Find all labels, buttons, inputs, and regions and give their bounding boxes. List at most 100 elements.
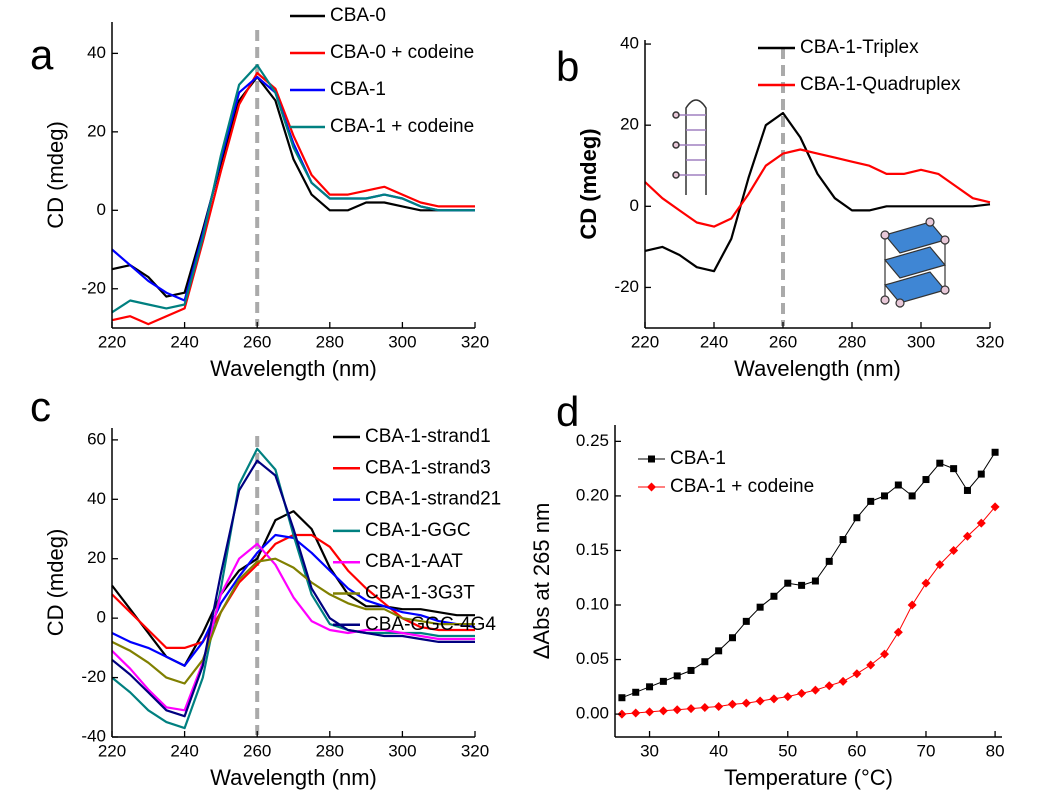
legend-label: CBA-1 + codeine (330, 116, 474, 137)
point (949, 545, 959, 555)
point (838, 676, 848, 686)
x-axis-title: Wavelength (nm) (734, 356, 901, 381)
series-line (111, 557, 475, 685)
y-tick-label: 40 (87, 43, 106, 62)
series-line (644, 148, 991, 228)
point (976, 518, 986, 528)
legend-label: CBA-0 (330, 5, 386, 26)
point (742, 617, 750, 625)
x-tick-label: 80 (986, 741, 1005, 760)
y-axis-title: CD (mdeg) (43, 529, 68, 637)
panel-letter: b (556, 43, 579, 90)
point (852, 669, 862, 679)
y-axis-title: CD (mdeg) (576, 128, 601, 239)
series-line (111, 447, 475, 730)
x-tick-label: 70 (917, 741, 936, 760)
y-tick-label: -20 (81, 278, 106, 297)
point (728, 634, 736, 642)
point (632, 688, 640, 696)
legend-label: CBA-1-strand3 (365, 457, 491, 478)
y-tick-label: 20 (620, 115, 639, 134)
x-tick-label: 260 (243, 741, 271, 760)
point (714, 701, 724, 711)
x-tick-label: 60 (847, 741, 866, 760)
point (701, 658, 709, 666)
point (672, 705, 682, 715)
point (824, 681, 834, 691)
point (921, 578, 931, 588)
y-tick-label: 0 (97, 608, 106, 627)
x-tick-label: 280 (316, 741, 344, 760)
series-line (621, 506, 996, 715)
point (880, 649, 890, 659)
point (935, 560, 945, 570)
legend-label: CBA-1-strand1 (365, 426, 491, 447)
y-tick-label: 0 (630, 196, 639, 215)
point (645, 707, 655, 717)
x-tick-label: 300 (907, 332, 935, 351)
point (853, 514, 861, 522)
point (867, 497, 875, 505)
legend-label: CBA-1 (330, 79, 386, 100)
point (881, 492, 889, 500)
point (686, 704, 696, 714)
y-tick-label: 40 (620, 34, 639, 53)
y-axis-title: ΔAbs at 265 nm (529, 503, 554, 660)
y-tick-label: 20 (87, 121, 106, 140)
legend-label: CBA-1 (670, 448, 726, 469)
x-tick-label: 40 (709, 741, 728, 760)
point (798, 581, 806, 589)
point (977, 470, 985, 478)
point (866, 660, 876, 670)
point (741, 698, 751, 708)
legend-label: CBA-1-GGC (365, 520, 471, 541)
y-tick-label: 20 (87, 548, 106, 567)
point (797, 688, 807, 698)
x-tick-label: 300 (388, 332, 416, 351)
point (936, 459, 944, 467)
x-tick-label: 320 (461, 332, 489, 351)
y-tick-label: 60 (87, 429, 106, 448)
y-tick-label: 0.00 (576, 704, 609, 723)
point (908, 492, 916, 500)
point (727, 699, 737, 709)
y-tick-label: 0.15 (576, 540, 609, 559)
series-line (111, 75, 475, 302)
x-axis-title: Wavelength (nm) (210, 765, 377, 790)
series-line (111, 75, 475, 298)
point (769, 694, 779, 704)
series-line (621, 452, 996, 699)
y-tick-label: -40 (81, 726, 106, 745)
series-line (111, 542, 475, 712)
point (893, 627, 903, 637)
point (922, 476, 930, 484)
legend-marker (648, 455, 655, 463)
point (617, 709, 627, 719)
legend-marker (647, 482, 656, 492)
x-tick-label: 220 (631, 332, 659, 351)
panel-letter: a (30, 31, 54, 78)
legend-label: CBA-0 + codeine (330, 42, 474, 63)
x-tick-label: 260 (769, 332, 797, 351)
point (963, 486, 971, 494)
series-line (644, 111, 991, 273)
point (646, 683, 654, 691)
x-tick-label: 280 (316, 332, 344, 351)
point (618, 694, 626, 702)
panel-letter: c (30, 383, 51, 430)
panel-letter: d (556, 388, 579, 435)
x-tick-label: 50 (778, 741, 797, 760)
x-tick-label: 30 (640, 741, 659, 760)
point (811, 577, 819, 585)
y-tick-label: 0.25 (576, 431, 609, 450)
legend-label: CBA-1-Triplex (800, 37, 919, 58)
y-tick-label: 0 (97, 200, 106, 219)
y-tick-label: 0.10 (576, 594, 609, 613)
point (687, 666, 695, 674)
point (894, 481, 902, 489)
legend-label: CBA-1-strand21 (365, 489, 501, 510)
y-axis-title: CD (mdeg) (43, 121, 68, 229)
quadruplex-inset (880, 217, 950, 308)
x-axis-title: Temperature (°C) (724, 765, 893, 790)
